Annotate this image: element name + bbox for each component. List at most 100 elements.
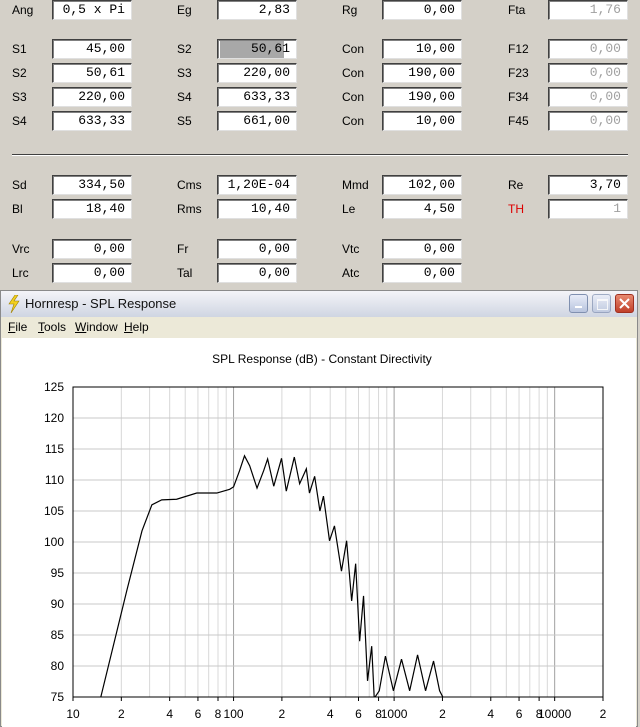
- title-bar: Hornresp - SPL Response: [1, 291, 637, 317]
- y-tick-label: 85: [51, 628, 65, 642]
- field-input[interactable]: 2,83: [217, 0, 297, 20]
- field-input[interactable]: 633,33: [217, 87, 297, 107]
- field-label: F45: [508, 114, 529, 128]
- app-icon: [8, 295, 20, 313]
- field-input[interactable]: 0,00: [548, 39, 628, 59]
- field-input[interactable]: 0,00: [548, 87, 628, 107]
- field-input[interactable]: 0,00: [382, 239, 462, 259]
- plot-frame: [72, 386, 604, 698]
- y-tick-label: 125: [44, 380, 64, 394]
- field-input[interactable]: 4,50: [382, 199, 462, 219]
- x-tick-label: 2: [600, 707, 607, 721]
- y-tick-label: 95: [51, 566, 65, 580]
- y-tick-label: 105: [44, 504, 64, 518]
- y-tick-label: 75: [51, 690, 65, 704]
- field-input[interactable]: 0,00: [382, 0, 462, 20]
- x-tick-label: 100: [224, 707, 244, 721]
- field-label: S2: [177, 42, 192, 56]
- x-tick-label: 10000: [538, 707, 572, 721]
- menu-bar: File Tools Window Help: [1, 318, 637, 337]
- field-label: TH: [508, 202, 524, 216]
- maximize-button[interactable]: [592, 294, 611, 313]
- field-input[interactable]: 0,00: [52, 263, 132, 283]
- field-input[interactable]: 220,00: [52, 87, 132, 107]
- field-label: Rms: [177, 202, 202, 216]
- field-input[interactable]: 1,20E-04: [217, 175, 297, 195]
- minimize-button[interactable]: [569, 294, 588, 313]
- field-input[interactable]: 1: [548, 199, 628, 219]
- field-input[interactable]: 0,5 x Pi: [52, 0, 132, 20]
- menu-item[interactable]: Tools: [38, 320, 67, 334]
- field-input[interactable]: 50,61: [52, 63, 132, 83]
- field-label: Fr: [177, 242, 189, 256]
- field-input[interactable]: 3,70: [548, 175, 628, 195]
- field-input[interactable]: 0,00: [548, 111, 628, 131]
- field-label: S2: [12, 66, 27, 80]
- close-button[interactable]: [615, 294, 634, 313]
- field-input[interactable]: 190,00: [382, 87, 462, 107]
- x-tick-label: 4: [166, 707, 173, 721]
- field-label: Ang: [12, 3, 34, 17]
- x-tick-label: 6: [516, 707, 523, 721]
- x-tick-label: 8: [215, 707, 222, 721]
- field-label: Vtc: [342, 242, 360, 256]
- x-tick-label: 10: [66, 707, 80, 721]
- menu-item[interactable]: Window: [75, 320, 118, 334]
- field-label: S4: [177, 90, 192, 104]
- field-input[interactable]: 50,61: [217, 39, 297, 59]
- field-input[interactable]: 0,00: [382, 263, 462, 283]
- field-label: Con: [342, 114, 365, 128]
- window-title: Hornresp - SPL Response: [25, 296, 177, 311]
- x-tick-label: 2: [439, 707, 446, 721]
- field-input[interactable]: 102,00: [382, 175, 462, 195]
- field-input[interactable]: 633,33: [52, 111, 132, 131]
- field-label: S1: [12, 42, 27, 56]
- x-tick-label: 4: [487, 707, 494, 721]
- field-input[interactable]: 220,00: [217, 63, 297, 83]
- field-input[interactable]: 0,00: [217, 239, 297, 259]
- field-label: Lrc: [12, 266, 29, 280]
- x-tick-label: 8: [375, 707, 382, 721]
- field-input[interactable]: 1,76: [548, 0, 628, 20]
- menu-item[interactable]: Help: [124, 320, 149, 334]
- field-label: F34: [508, 90, 529, 104]
- menu-item[interactable]: File: [8, 320, 28, 334]
- field-label: Vrc: [12, 242, 30, 256]
- field-input[interactable]: 45,00: [52, 39, 132, 59]
- field-label: Atc: [342, 266, 360, 280]
- y-tick-label: 80: [51, 659, 65, 673]
- field-label: Sd: [12, 178, 27, 192]
- field-input[interactable]: 661,00: [217, 111, 297, 131]
- field-label: Con: [342, 90, 365, 104]
- y-tick-label: 90: [51, 597, 65, 611]
- field-input[interactable]: 10,00: [382, 39, 462, 59]
- field-input[interactable]: 0,00: [52, 239, 132, 259]
- field-input[interactable]: 334,50: [52, 175, 132, 195]
- field-label: Mmd: [342, 178, 369, 192]
- field-label: Rg: [342, 3, 358, 17]
- field-label: Con: [342, 42, 365, 56]
- separator: [12, 154, 628, 156]
- field-label: Bl: [12, 202, 23, 216]
- field-label: Cms: [177, 178, 202, 192]
- field-label: S5: [177, 114, 192, 128]
- field-label: Eg: [177, 3, 192, 17]
- field-input[interactable]: 0,00: [548, 63, 628, 83]
- field-input[interactable]: 18,40: [52, 199, 132, 219]
- x-tick-label: 6: [355, 707, 362, 721]
- y-tick-label: 115: [45, 442, 64, 456]
- chart-window: Hornresp - SPL Response File Tools Window H…: [0, 290, 638, 727]
- x-tick-label: 2: [279, 707, 286, 721]
- y-tick-label: 110: [45, 473, 64, 487]
- close-icon: [619, 298, 630, 309]
- chart-title: SPL Response (dB) - Constant Directivity: [212, 352, 432, 366]
- field-label: Con: [342, 66, 365, 80]
- spl-curve: [100, 454, 444, 697]
- field-input[interactable]: 10,00: [382, 111, 462, 131]
- field-input[interactable]: 10,40: [217, 199, 297, 219]
- field-input[interactable]: 190,00: [382, 63, 462, 83]
- field-input[interactable]: 0,00: [217, 263, 297, 283]
- x-tick-label: 4: [327, 707, 334, 721]
- field-label: Tal: [177, 266, 193, 280]
- field-label: F12: [508, 42, 529, 56]
